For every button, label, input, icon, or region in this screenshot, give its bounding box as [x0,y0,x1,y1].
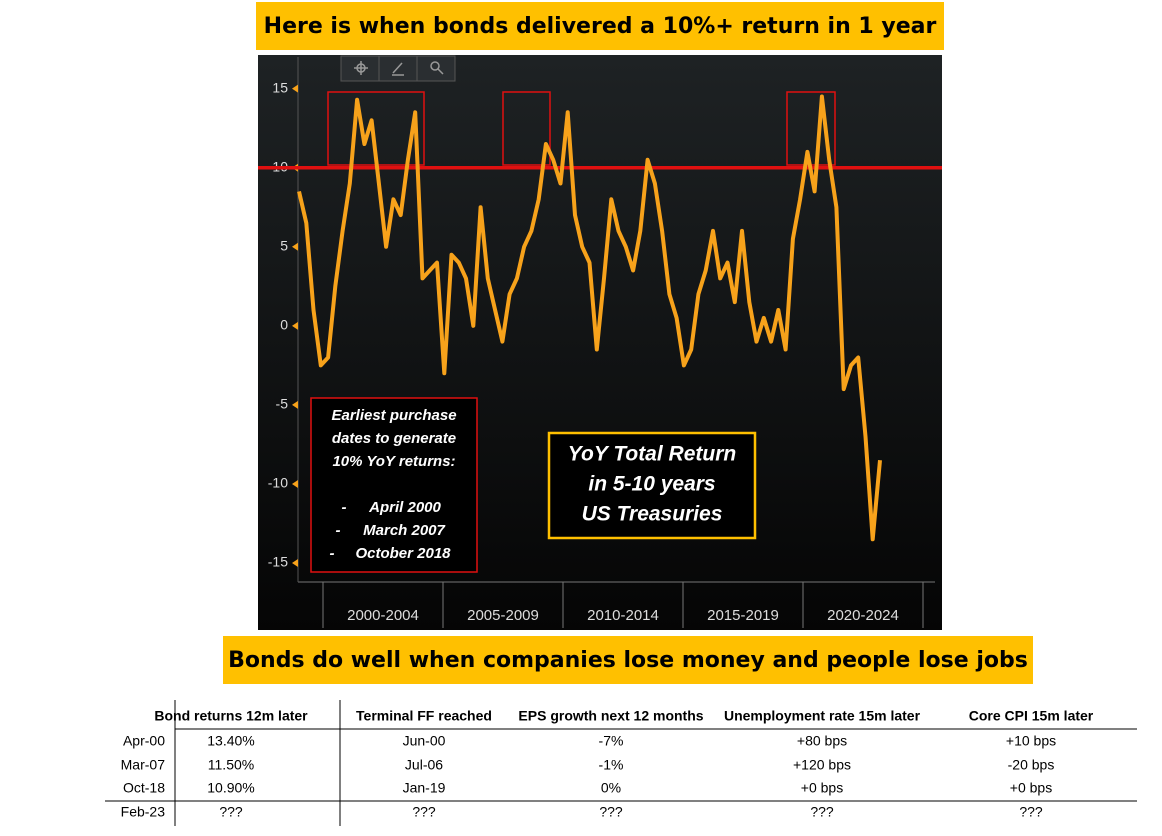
annotation-box [310,397,478,573]
table-cell: 10.90% [207,780,254,796]
bottom-banner-text: Bonds do well when companies lose money … [228,648,1028,673]
table-header: Bond returns 12m later [154,708,308,724]
table-cell: ??? [412,804,436,820]
toolbar [340,55,456,82]
table-cell: Jul-06 [405,757,443,773]
y-tick-mark [292,559,298,568]
y-tick-label: 15 [272,79,288,95]
table-cell: -1% [599,757,624,773]
table-cell: Oct-18 [123,780,165,796]
annotation-bullet: - [342,499,347,516]
table-cell: +0 bps [801,780,843,796]
y-tick-mark [292,84,298,93]
x-category-label: 2015-2019 [707,607,779,624]
annotation-bullet: - [330,545,335,562]
bottom-banner [223,636,1033,684]
table-cell: 11.50% [208,757,254,773]
table-cell: Apr-00 [123,733,165,749]
annotation-bullet: - [336,522,341,539]
table-cell: Jan-19 [403,780,446,796]
y-tick-mark [292,242,298,251]
y-tick-mark [292,321,298,330]
annotation-text: March 2007 [363,522,445,539]
annotation-box [547,431,757,540]
annotation-text: October 2018 [355,545,451,562]
top-banner [256,2,944,50]
annotation-text: US Treasuries [582,503,723,526]
table-rules [105,700,1137,826]
table-header: EPS growth next 12 months [518,708,703,724]
table-cell: Jun-00 [403,733,446,749]
table-cell: ??? [1019,804,1043,820]
table-cell: +80 bps [797,733,847,749]
table-cell: 0% [601,780,621,796]
y-tick-label: -15 [268,554,288,570]
table-header: Terminal FF reached [356,708,492,724]
table-cell: +120 bps [793,757,851,773]
table-cell: -20 bps [1008,757,1055,773]
annotation-text: in 5-10 years [588,473,715,496]
table-cell: 13.40% [207,733,254,749]
table-cell: ??? [810,804,834,820]
y-tick-label: -5 [276,396,289,412]
annotation-text: 10% YoY returns: [332,453,455,470]
table-cell: ??? [219,804,243,820]
annotation-text: YoY Total Return [568,443,736,466]
highlight-box [502,91,551,166]
table-header: Core CPI 15m later [969,708,1094,724]
x-category-label: 2005-2009 [467,607,539,624]
table-cell: -7% [599,733,624,749]
data-line [297,94,882,542]
annotation-text: dates to generate [332,430,456,447]
table-cell: +0 bps [1010,780,1052,796]
top-banner-text: Here is when bonds delivered a 10%+ retu… [264,14,937,39]
y-tick-mark [292,400,298,409]
y-tick-label: 5 [280,237,288,253]
x-category-label: 2010-2014 [587,607,659,624]
y-tick-label: -10 [268,475,288,491]
x-category-label: 2000-2004 [347,607,419,624]
table-cell: ??? [599,804,623,820]
table-header: Unemployment rate 15m later [724,708,921,724]
y-tick-mark [292,479,298,488]
annotation-text: April 2000 [368,499,441,516]
table-cell: +10 bps [1006,733,1056,749]
annotation-text: Earliest purchase [331,407,456,424]
y-tick-label: 0 [280,317,288,333]
table-cell: Mar-07 [121,757,166,773]
toolbar-icons[interactable] [354,61,444,76]
x-category-label: 2020-2024 [827,607,899,624]
table-cell: Feb-23 [121,804,166,820]
